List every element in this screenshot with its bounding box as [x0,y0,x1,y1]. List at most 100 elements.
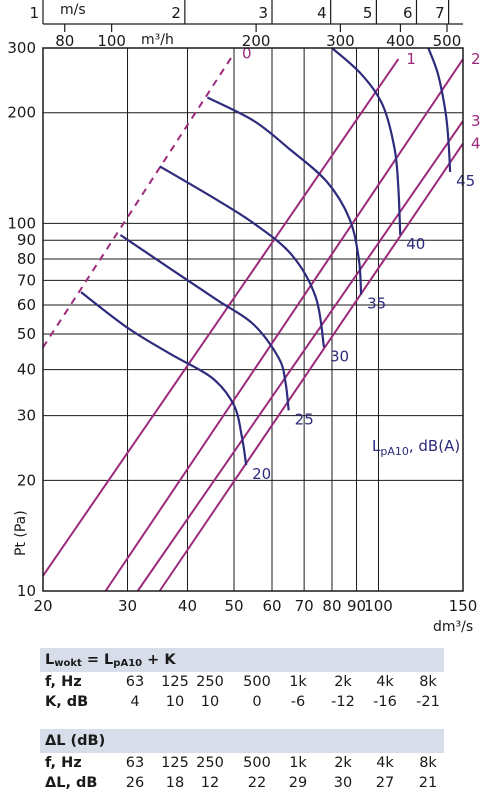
table-k-cell: 2k [334,674,352,690]
system-line-label-0: 0 [242,44,252,62]
system-line-3 [136,120,464,592]
top-velocity-unit: m/s [60,2,86,18]
header-tail: + K [142,652,176,668]
legend-suffix: , dB(A) [409,437,460,455]
y-axis-label: Pt (Pa) [13,510,29,556]
header-symbol-sub: wokt [54,658,82,669]
grid-lines [42,47,464,592]
header-equals: = L [81,652,114,668]
y-tick-label: 90 [17,231,36,249]
y-tick-label: 10 [17,582,36,600]
table-k-cell: 500 [243,674,271,690]
x-tick-label: 30 [118,597,137,615]
correction-table-dl-rows: f, Hz 63 125 250 500 1k 2k 4k 8k ΔL, dB 26 18 12 22 29… [40,753,444,793]
table-k-cell: 1k [289,674,307,690]
table-k-cell: 4 [130,694,140,710]
fan-curve-35 [206,96,363,295]
table-k-cell: 10 [200,694,220,710]
table-dl-cell: 250 [196,755,224,771]
top-velocity-tick-label: 7 [435,4,445,22]
table-dl-cell: 21 [418,775,438,791]
table-dl-cell: 12 [200,775,220,791]
table-dl-cell: 4k [376,755,394,771]
top-flow-unit: m³/h [141,32,174,48]
table-k-cell: 10 [165,694,185,710]
top-flow-tick-label: 80 [55,32,74,50]
system-line-0 [42,52,235,348]
top-velocity-tick-label: 2 [171,4,181,22]
top-velocity-tick-label: 3 [258,4,268,22]
correction-table-dl: ΔL (dB) f, Hz 63 125 250 500 1k 2k 4k 8k ΔL, dB 26… [40,729,444,793]
table-k-cell: 8k [419,674,437,690]
table-dl-cell: 125 [161,755,189,771]
x-tick-label: 70 [295,597,314,615]
fan-curve-label-30: 30 [330,347,349,365]
x-tick-label: 60 [262,597,281,615]
table-k-cell: 63 [125,674,145,690]
table-dl-cell: 1k [289,755,307,771]
y-tick-label: 60 [17,296,36,314]
x-tick-label: 100 [364,597,393,615]
top-velocity-tick-label: 4 [317,4,327,22]
system-line-label-4: 4 [471,134,481,152]
system-line-label-1: 1 [406,50,416,68]
header-symbol: L [45,652,55,668]
fan-curves: 20 25 30 35 40 45 [80,47,475,483]
x-tick-label: 20 [33,597,52,615]
table-dl-cell: 26 [125,775,145,791]
fan-curve-30 [159,165,326,348]
table-dl-cell: 18 [165,775,185,791]
x-tick-label: 150 [449,597,478,615]
correction-table-k-header: Lwokt = LpA10 + K [40,648,444,672]
table-k-row: K, dB 4 10 10 0 -6 -12 -16 -21 [40,692,444,712]
correction-table-k-rows: f, Hz 63 125 250 500 1k 2k 4k 8k K, dB 4 10 10 0 -6 -12… [40,672,444,712]
table-dl-cell: 30 [333,775,353,791]
table-k-cell: -12 [331,694,355,710]
plot-frame [42,47,464,592]
x-tick-label: 80 [322,597,341,615]
x-tick-label: 40 [178,597,197,615]
y-tick-label: 70 [17,271,36,289]
table-k-cell: -21 [416,694,440,710]
top-flow-tick-label: 400 [386,32,415,50]
table-dl-cell: 22 [247,775,267,791]
fan-curve-label-40: 40 [406,235,425,253]
system-line-1 [42,58,400,577]
fan-curve-25 [119,234,290,411]
table-k-row-label: K, dB [45,694,89,710]
x-axis-unit: dm³/s [433,619,473,635]
header-term-sub: pA10 [113,658,143,669]
table-dl-row: ΔL, dB 26 18 12 22 29 30 27 21 [40,773,444,793]
correction-table-dl-header: ΔL (dB) [40,729,444,753]
y-tick-label: 80 [17,250,36,268]
table-k-row-label: f, Hz [45,674,82,690]
system-curves: 0 1 2 3 4 [42,44,481,592]
top-flow-tick-label: 500 [433,32,462,50]
fan-curve-45 [427,47,452,173]
system-line-2 [104,58,464,592]
fan-curve-label-45: 45 [456,172,475,190]
y-tick-label: 300 [7,39,36,57]
correction-table-k: Lwokt = LpA10 + K f, Hz 63 125 250 500 1k 2k 4k… [40,648,444,712]
system-line-label-3: 3 [471,112,481,130]
y-tick-label: 20 [17,471,36,489]
system-line-label-2: 2 [471,50,481,68]
table-dl-cell: 8k [419,755,437,771]
table-dl-row: f, Hz 63 125 250 500 1k 2k 4k 8k [40,753,444,773]
y-tick-label: 100 [7,214,36,232]
y-tick-label: 40 [17,361,36,379]
y-tick-label: 200 [7,104,36,122]
table-dl-cell: 2k [334,755,352,771]
y-tick-label: 30 [17,407,36,425]
table-k-cell: 250 [196,674,224,690]
top-velocity-tick-label: 5 [363,4,373,22]
table-k-cell: -16 [373,694,397,710]
table-k-cell: -6 [290,694,306,710]
x-tick-label: 90 [347,597,366,615]
fan-curve-label-25: 25 [295,410,314,428]
legend-subscript: pA10 [380,445,409,458]
table-dl-cell: 27 [375,775,395,791]
table-dl-cell: 63 [125,755,145,771]
table-dl-cell: 500 [243,755,271,771]
